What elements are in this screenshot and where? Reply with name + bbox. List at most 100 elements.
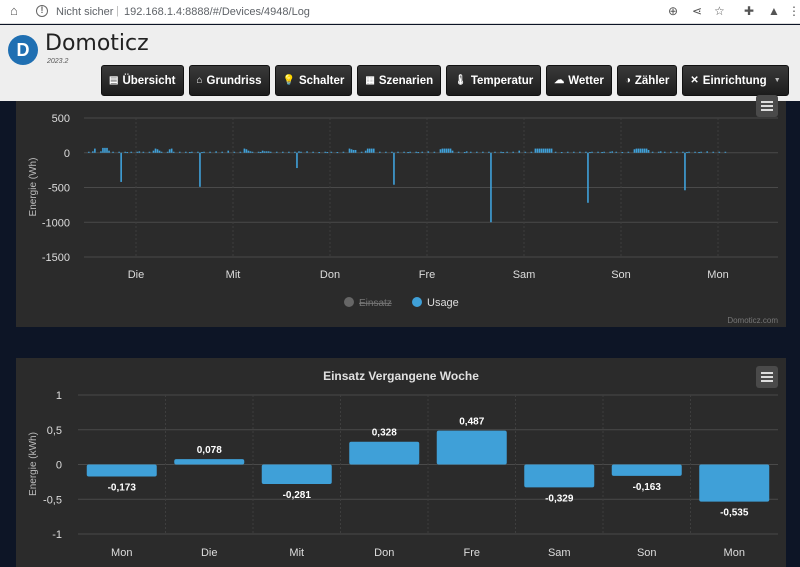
usage-bar [706,151,708,153]
usage-chart-panel: 500 0 -500 -1000 -1500 Energie (Wh) Die Mit Don F… [16,95,786,327]
usage-bar [282,151,284,153]
nav-temperatur[interactable]: 🌡 Temperatur [446,65,542,96]
weekly-usage-chart: Einsatz Vergangene Woche 1 0,5 0 -0,5 -1 Energ… [28,369,778,559]
y-tick-label: 500 [52,113,70,125]
usage-bar [603,151,605,153]
usage-bar [651,151,654,153]
profile-icon[interactable]: ▲ [768,4,780,18]
warning-icon[interactable]: ! [36,5,48,17]
usage-bar [191,151,193,153]
url-field[interactable]: 192.168.1.4:8888/#/Devices/4948/Log [124,6,310,18]
usage-bar [615,151,618,153]
legend-item-einsatz[interactable]: Einsatz [359,298,392,309]
usage-bar [245,149,248,153]
x-tick-label: Mon [724,547,745,559]
usage-bar [700,151,702,153]
usage-bar [336,152,339,154]
nav-schalter[interactable]: 💡 Schalter [274,65,353,96]
usage-bar [524,151,527,153]
nav-szenarien[interactable]: ▦ Szenarien [357,65,442,96]
usage-bar [633,149,636,153]
usage-bar [166,151,169,153]
nav-zähler[interactable]: ◑ Zähler [616,65,678,96]
home-icon[interactable]: ⌂ [10,3,18,18]
usage-bar [409,151,411,153]
usage-bar [259,152,262,154]
extensions-icon[interactable]: ✚ [744,4,755,18]
usage-bar [168,149,171,153]
usage-bar [415,151,417,153]
usage-bar [106,147,108,153]
usage-bar [463,152,466,154]
usage-bar [263,151,266,153]
data-label: -0,535 [720,508,749,519]
usage-chart: 500 0 -500 -1000 -1500 Energie (Wh) Die Mit Don F… [28,113,778,309]
usage-bar [449,148,452,153]
usage-bar [261,150,264,153]
usage-bar [251,151,254,153]
usage-bar [209,151,211,153]
y-tick-label: -0,5 [43,494,62,506]
usage-bar [542,148,545,153]
usage-bar [447,148,450,153]
weekly-bar [524,464,595,488]
nav-einrichtung[interactable]: ✕ Einrichtung ▼ [682,65,789,96]
weekly-bar [349,441,420,465]
nav-grundriss[interactable]: ⌂ Grundriss [188,65,270,96]
data-label: -0,329 [545,493,574,504]
weather-icon: ☁ [554,75,565,86]
usage-bar [88,151,90,153]
scenes-icon: ▦ [365,75,375,86]
usage-bar [530,151,533,153]
usage-bar [267,151,270,153]
usage-bar [247,150,250,153]
weekly-bar [86,464,157,477]
usage-bar [407,152,409,154]
x-tick-label: Mit [289,547,304,559]
x-tick-label: Die [201,547,218,559]
legend-marker [412,297,422,307]
usage-bar [488,151,490,153]
usage-bar [178,151,181,153]
usage-bar [609,151,611,153]
nav-wetter[interactable]: ☁ Wetter [546,65,612,96]
usage-bar [445,148,448,153]
usage-bar [269,151,272,153]
security-status[interactable]: Nicht sicher [56,6,114,18]
usage-bar [611,151,614,153]
chart-credits[interactable]: Domoticz.com [727,316,778,325]
usage-bar [397,151,399,153]
usage-bar [102,147,104,153]
main-nav: ▤ Übersicht ⌂ Grundriss 💡 Schalter ▦ Szenarien 🌡… [101,65,789,96]
usage-bar [306,151,308,153]
x-tick-label: Mon [111,547,132,559]
zoom-icon[interactable]: ⊕ [668,4,679,18]
y-tick-label: -500 [48,183,70,195]
usage-bar [686,152,688,154]
share-icon[interactable]: ⋖ [692,4,703,18]
usage-bar [243,148,246,153]
chart-menu-button[interactable] [756,366,778,388]
chart-title: Einsatz Vergangene Woche [323,369,479,383]
usage-bar [417,152,420,154]
y-axis-label: Energie (Wh) [28,158,39,217]
domoticz-logo-icon[interactable]: D [8,35,38,65]
usage-bar [368,148,371,153]
usage-bar [189,152,191,154]
bookmark-star-icon[interactable]: ☆ [714,4,725,18]
usage-bar [130,151,133,153]
app-header: D Domoticz 2023.2 ▤ Übersicht ⌂ Grundriss 💡 S… [0,25,800,101]
usage-bar [506,151,508,153]
usage-bar [457,151,460,153]
floorplan-icon: ⌂ [196,75,203,86]
usage-bar [585,151,587,153]
overview-icon: ▤ [109,75,119,86]
usage-bar [203,151,205,153]
browser-menu-icon[interactable]: ⋮ [788,4,800,18]
usage-bar [433,151,436,153]
usage-bar [439,149,442,153]
usage-bar [476,151,478,153]
nav-übersicht[interactable]: ▤ Übersicht [101,65,184,96]
chart-menu-button[interactable] [756,95,778,117]
usage-bar [546,148,549,153]
